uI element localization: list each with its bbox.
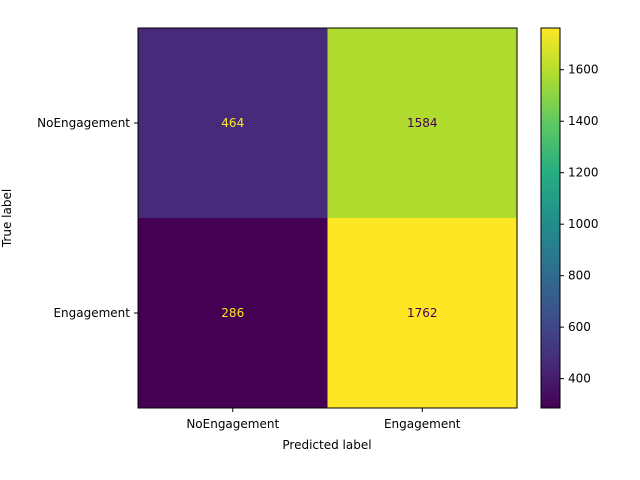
cell-1-0 bbox=[138, 218, 328, 408]
cell-value-0-0: 464 bbox=[221, 116, 244, 130]
x-axis-label: Predicted label bbox=[282, 438, 371, 452]
matrix-frame bbox=[137, 27, 518, 409]
cell-value-1-1: 1762 bbox=[407, 306, 438, 320]
cell-1-1 bbox=[327, 218, 517, 408]
x-tick-label: NoEngagement bbox=[186, 417, 279, 431]
colorbar-tick-label: 1600 bbox=[568, 63, 599, 77]
matrix-cells: 464 1584 286 1762 bbox=[138, 28, 517, 408]
cell-value-0-1: 1584 bbox=[407, 116, 438, 130]
colorbar bbox=[540, 27, 561, 409]
colorbar-tick-label: 800 bbox=[568, 269, 591, 283]
cell-0-0 bbox=[138, 28, 328, 218]
cell-value-1-0: 286 bbox=[221, 306, 244, 320]
y-tick-label: NoEngagement bbox=[37, 116, 130, 130]
colorbar-tick-label: 1000 bbox=[568, 217, 599, 231]
y-axis-label: True label bbox=[0, 189, 14, 248]
colorbar-tick-label: 400 bbox=[568, 372, 591, 386]
colorbar-tick-label: 600 bbox=[568, 320, 591, 334]
colorbar-ticks: 400 600 800 1000 1200 1400 1600 bbox=[560, 63, 599, 386]
cell-0-1 bbox=[327, 28, 517, 218]
colorbar-tick-label: 1200 bbox=[568, 166, 599, 180]
x-axis-ticks: NoEngagement Engagement bbox=[186, 408, 461, 431]
colorbar-tick-label: 1400 bbox=[568, 114, 599, 128]
x-tick-label: Engagement bbox=[384, 417, 461, 431]
y-axis-ticks: NoEngagement Engagement bbox=[37, 116, 138, 320]
y-tick-label: Engagement bbox=[53, 306, 130, 320]
